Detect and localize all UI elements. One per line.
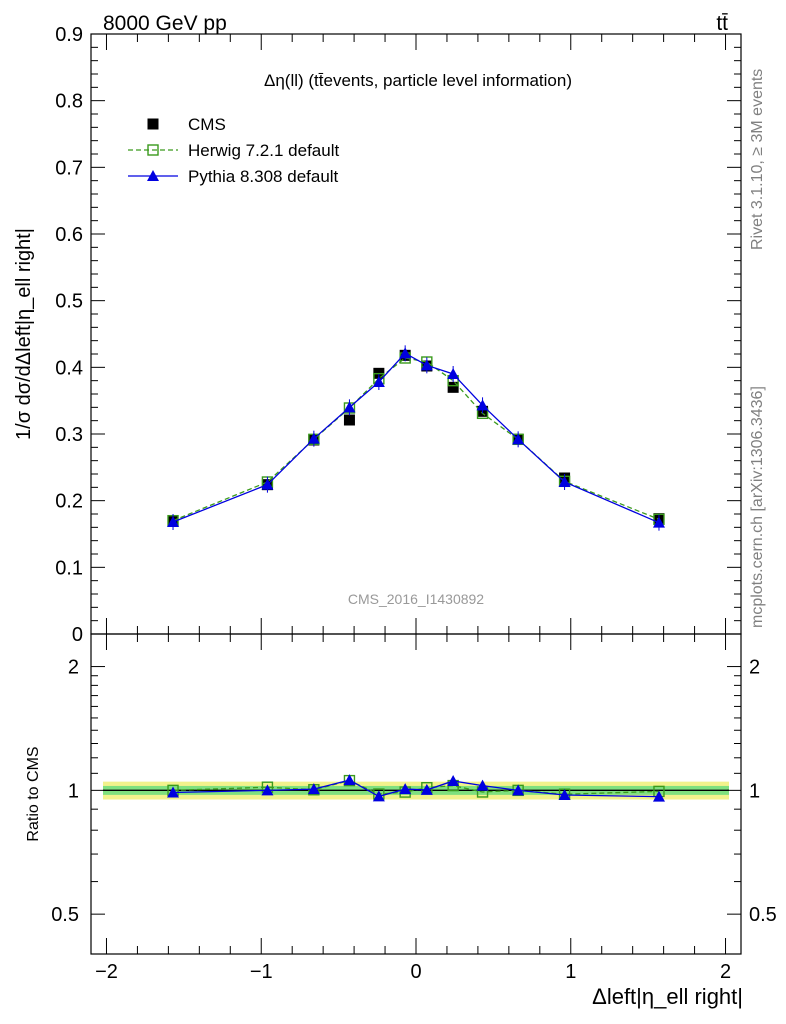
pythia-point [558, 476, 571, 487]
main-x-axis [105, 34, 727, 954]
legend-herwig-marker [147, 144, 159, 156]
ratio-y-tick-label: 0.5 [51, 904, 79, 926]
x-tick-label: −2 [95, 961, 118, 983]
data-point [447, 381, 459, 393]
pythia-point [167, 516, 180, 527]
pythia-ratio-point [476, 779, 489, 791]
energy-label: 8000 GeV pp [103, 12, 227, 35]
pythia-ratio-point [652, 790, 665, 802]
pythia-ratio-point [167, 786, 180, 798]
pythia-ratio-point [372, 790, 385, 802]
x-tick-label: −1 [250, 961, 273, 983]
pythia-point [476, 399, 489, 411]
ratio-series-group [167, 774, 665, 802]
process-label: tt̄ [716, 12, 728, 35]
pythia-ratio-point [307, 783, 320, 795]
mcplots-label: mcplots.cern.ch [arXiv:1306.3436] [749, 386, 766, 628]
x-axis-label: Δleft|η_ell right| [592, 984, 743, 1009]
pythia-point [447, 368, 460, 379]
analysis-id-label: CMS_2016_I1430892 [348, 591, 484, 607]
pythia-point [372, 376, 385, 387]
y-axis-label: 1/σ dσ/dΔleft|η_ell right| [13, 228, 35, 440]
pythia-ratio-point [512, 784, 525, 796]
pythia-ratio-line [173, 779, 659, 798]
herwig-line [172, 357, 660, 522]
pythia-point [512, 433, 525, 445]
ratio-y-tick-label-right: 0.5 [749, 904, 777, 926]
rivet-version-label: Rivet 3.1.10, ≥ 3M events [749, 69, 766, 250]
y-tick-label-zero: 0 [72, 624, 83, 646]
x-tick-label: 1 [565, 961, 576, 983]
pythia-ratio-point [447, 774, 460, 786]
legend-data-label: CMS [188, 115, 226, 134]
pythia-point [307, 432, 320, 444]
ratio-x-axis: −2 −1 0 1 2 [95, 634, 731, 983]
y-tick-label: 0.6 [55, 224, 83, 246]
ratio-y-tick-label-right: 2 [749, 657, 760, 679]
pythia-ratio-point [558, 788, 571, 800]
pythia-ratio-point [343, 774, 356, 786]
pythia-point [399, 347, 412, 359]
pythia-ratio-point [399, 783, 412, 795]
x-tick-label: 0 [410, 961, 421, 983]
y-tick-label: 0.4 [55, 357, 83, 379]
pythia-line [172, 352, 660, 524]
pythia-point [343, 401, 356, 413]
legend-herwig-label: Herwig 7.2.1 default [188, 141, 339, 160]
main-series-group [167, 345, 665, 531]
ratio-y-tick-label: 1 [68, 780, 79, 802]
ratio-y-tick-label-right: 1 [749, 780, 760, 802]
pythia-ratio-point [261, 784, 274, 796]
pythia-ratio-point [420, 783, 433, 795]
y-tick-label: 0.9 [55, 24, 83, 46]
y-tick-label: 0.7 [55, 157, 83, 179]
legend-data-marker [147, 118, 159, 130]
pythia-point [420, 359, 433, 371]
x-tick-label: 2 [720, 961, 731, 983]
y-tick-label: 0.2 [55, 491, 83, 513]
ratio-y-tick-label: 2 [68, 657, 79, 679]
pythia-point [261, 478, 274, 490]
pythia-point [652, 516, 665, 528]
plot-title: Δη(ll) (tt̄events, particle level inform… [264, 71, 572, 90]
y-tick-label: 0.1 [55, 557, 83, 579]
main-y-axis: 0 0.1 0.2 0.3 0.4 0.5 0.6 0.7 0.8 0.9 [55, 24, 741, 646]
y-tick-label: 0.5 [55, 291, 83, 313]
ratio-y-axis: 0.5 0.5 1 1 2 2 [51, 657, 777, 927]
y-tick-label: 0.8 [55, 91, 83, 113]
legend-pythia-label: Pythia 8.308 default [188, 167, 339, 186]
ratio-y-axis-label: Ratio to CMS [25, 746, 42, 841]
y-tick-label: 0.3 [55, 424, 83, 446]
legend-pythia-marker [147, 170, 159, 181]
data-point [343, 414, 355, 426]
legend: CMS Herwig 7.2.1 default Pythia 8.308 defa… [128, 115, 339, 186]
